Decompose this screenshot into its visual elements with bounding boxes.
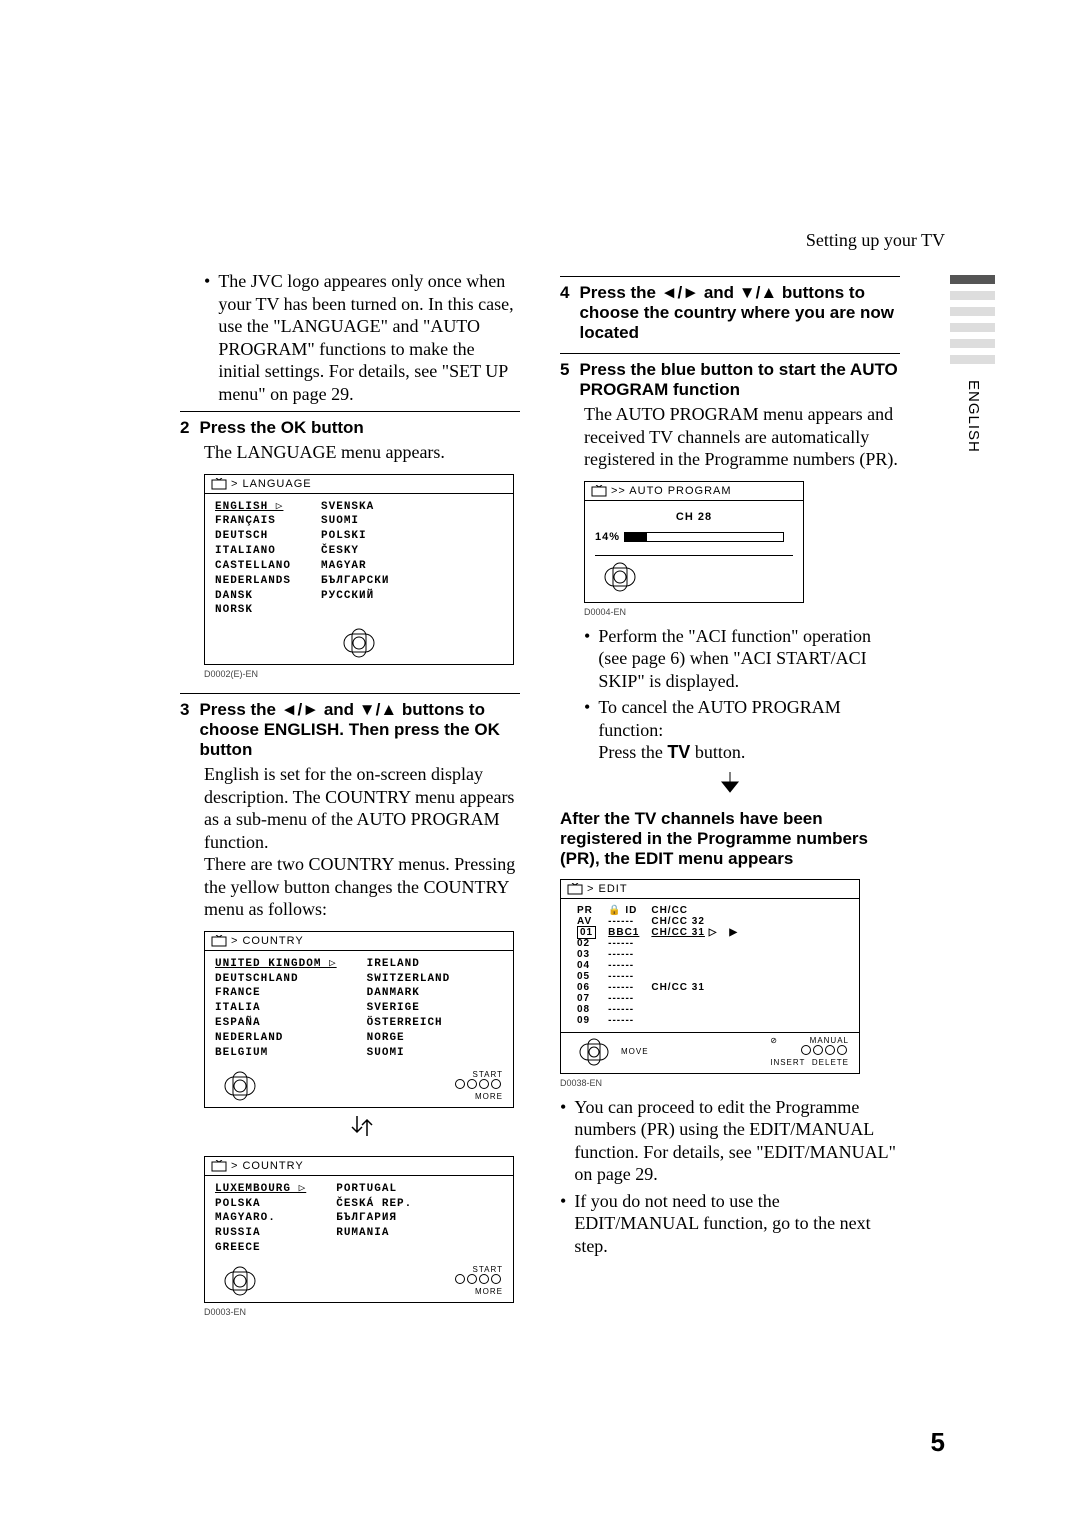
table-row: 02------ xyxy=(571,938,744,949)
menu-item: MAGYARO. xyxy=(215,1211,306,1226)
color-buttons-icon xyxy=(455,1079,503,1093)
color-buttons-icon xyxy=(770,1045,849,1059)
menu-item: DEUTSCHLAND xyxy=(215,972,337,987)
table-row: 09------ xyxy=(571,1015,744,1026)
menu-item: NORGE xyxy=(367,1031,451,1046)
menu-item: SWITZERLAND xyxy=(367,972,451,987)
tv-icon xyxy=(591,485,607,497)
tv-icon xyxy=(211,478,227,490)
menu-item: POLSKA xyxy=(215,1197,306,1212)
menu-item: ČESKÁ REP. xyxy=(336,1197,412,1212)
divider xyxy=(560,353,900,354)
jvc-logo-note: • The JVC logo appeares only once when y… xyxy=(204,270,520,405)
menu-item: RUMANIA xyxy=(336,1226,412,1241)
table-row: 04------ xyxy=(571,960,744,971)
swap-arrows-icon xyxy=(204,1112,520,1146)
menu-item: ITALIANO xyxy=(215,544,291,559)
divider xyxy=(560,276,900,277)
menu-item: SVERIGE xyxy=(367,1001,451,1016)
auto-program-channel: CH 28 xyxy=(595,511,793,523)
country-menu-2: > COUNTRY LUXEMBOURG ▷POLSKAMAGYARO.RUSS… xyxy=(204,1156,514,1303)
step-3-body-1: English is set for the on-screen display… xyxy=(204,763,520,853)
table-row: 01BBC1CH/CC 31 ▷▶ xyxy=(571,927,744,938)
menu-item: БЪЛГАРСКИ xyxy=(321,574,389,589)
menu-item: ENGLISH ▷ xyxy=(215,500,291,515)
divider xyxy=(180,411,520,412)
dpad-icon xyxy=(595,562,645,592)
menu-item: NEDERLAND xyxy=(215,1031,337,1046)
table-row: 07------ xyxy=(571,993,744,1004)
menu-item: DEUTSCH xyxy=(215,529,291,544)
menu-item: DANMARK xyxy=(367,986,451,1001)
side-tab-bars xyxy=(950,275,995,371)
dpad-icon xyxy=(215,1266,265,1296)
table-row: AV------CH/CC 32 xyxy=(571,916,744,927)
color-buttons-icon xyxy=(455,1274,503,1288)
menu-item: FRANCE xyxy=(215,986,337,1001)
country-menu-caption: D0003-EN xyxy=(204,1307,520,1317)
menu-item: NEDERLANDS xyxy=(215,574,291,589)
step-4-heading: 4 Press the ◄/► and ▼/▲ buttons to choos… xyxy=(560,283,900,343)
menu-item: UNITED KINGDOM ▷ xyxy=(215,957,337,972)
step-2-body: The LANGUAGE menu appears. xyxy=(204,441,520,464)
menu-item: NORSK xyxy=(215,603,291,618)
progress-bar xyxy=(624,532,784,542)
menu-item: CASTELLANO xyxy=(215,559,291,574)
menu-item: BELGIUM xyxy=(215,1046,337,1061)
divider xyxy=(180,693,520,694)
menu-item: GREECE xyxy=(215,1241,306,1256)
menu-item: БЪЛГАРИЯ xyxy=(336,1211,412,1226)
menu-item: PORTUGAL xyxy=(336,1182,412,1197)
dpad-icon xyxy=(215,1071,265,1101)
menu-item: ČESKY xyxy=(321,544,389,559)
left-column: • The JVC logo appeares only once when y… xyxy=(180,270,520,1317)
menu-item: FRANÇAIS xyxy=(215,514,291,529)
language-menu-caption: D0002(E)-EN xyxy=(204,669,520,679)
menu-item: IRELAND xyxy=(367,957,451,972)
step-5-heading: 5 Press the blue button to start the AUT… xyxy=(560,360,900,400)
right-column: 4 Press the ◄/► and ▼/▲ buttons to choos… xyxy=(560,270,900,1317)
edit-manual-note: •You can proceed to edit the Programme n… xyxy=(560,1096,900,1186)
auto-program-menu: >> AUTO PROGRAM CH 28 14% xyxy=(584,481,804,603)
step-5-body: The AUTO PROGRAM menu appears and receiv… xyxy=(584,403,900,471)
language-menu: > LANGUAGE ENGLISH ▷FRANÇAISDEUTSCHITALI… xyxy=(204,474,514,666)
menu-item: SUOMI xyxy=(321,514,389,529)
menu-item: ITALIA xyxy=(215,1001,337,1016)
auto-program-caption: D0004-EN xyxy=(584,607,900,617)
page-header: Setting up your TV xyxy=(806,230,945,251)
aci-note: •Perform the "ACI function" operation (s… xyxy=(584,625,900,693)
arrow-down-icon xyxy=(560,770,900,803)
cancel-auto-program-note: • To cancel the AUTO PROGRAM function: P… xyxy=(584,696,900,764)
dpad-icon xyxy=(334,628,384,658)
language-side-tab: ENGLISH xyxy=(965,380,982,453)
edit-menu: > EDIT PR🔒 IDCH/CCAV------CH/CC 3201BBC1… xyxy=(560,879,860,1074)
country-menu-1: > COUNTRY UNITED KINGDOM ▷DEUTSCHLANDFRA… xyxy=(204,931,514,1108)
menu-item: РУССКИЙ xyxy=(321,589,389,604)
table-row: 05------ xyxy=(571,971,744,982)
table-row: 03------ xyxy=(571,949,744,960)
step-2-heading: 2 Press the OK button xyxy=(180,418,520,438)
menu-item: POLSKI xyxy=(321,529,389,544)
menu-item: SUOMI xyxy=(367,1046,451,1061)
dpad-icon xyxy=(571,1038,617,1066)
tv-icon xyxy=(211,1160,227,1172)
tv-icon xyxy=(567,883,583,895)
auto-program-percent: 14% xyxy=(595,531,620,543)
skip-edit-note: •If you do not need to use the EDIT/MANU… xyxy=(560,1190,900,1258)
tv-icon xyxy=(211,935,227,947)
step-3-body-2: There are two COUNTRY menus. Pressing th… xyxy=(204,853,520,921)
table-row: 06------CH/CC 31 xyxy=(571,982,744,993)
edit-menu-caption: D0038-EN xyxy=(560,1078,900,1088)
page-number: 5 xyxy=(931,1427,945,1458)
table-row: 08------ xyxy=(571,1004,744,1015)
menu-item: DANSK xyxy=(215,589,291,604)
menu-item: RUSSIA xyxy=(215,1226,306,1241)
menu-item: ÖSTERREICH xyxy=(367,1016,451,1031)
menu-item: ESPAÑA xyxy=(215,1016,337,1031)
menu-item: SVENSKA xyxy=(321,500,389,515)
step-3-heading: 3 Press the ◄/► and ▼/▲ buttons to choos… xyxy=(180,700,520,760)
after-heading: After the TV channels have been register… xyxy=(560,809,900,869)
menu-item: LUXEMBOURG ▷ xyxy=(215,1182,306,1197)
menu-item: MAGYAR xyxy=(321,559,389,574)
